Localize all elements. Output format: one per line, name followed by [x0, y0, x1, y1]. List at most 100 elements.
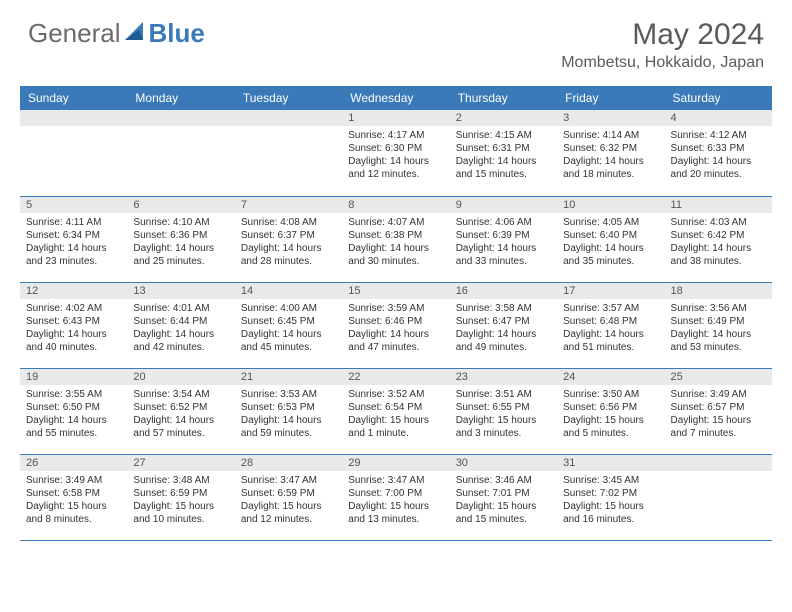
dayname-header: Sunday	[20, 86, 127, 110]
calendar-table: SundayMondayTuesdayWednesdayThursdayFrid…	[20, 86, 772, 541]
day-content: Sunrise: 3:58 AMSunset: 6:47 PMDaylight:…	[450, 299, 557, 358]
logo-sail-icon	[125, 22, 147, 47]
day-number: 29	[342, 455, 449, 471]
day-number	[127, 110, 234, 126]
calendar-day-cell: 9Sunrise: 4:06 AMSunset: 6:39 PMDaylight…	[450, 196, 557, 282]
calendar-day-cell: 18Sunrise: 3:56 AMSunset: 6:49 PMDayligh…	[665, 282, 772, 368]
day-content: Sunrise: 4:05 AMSunset: 6:40 PMDaylight:…	[557, 213, 664, 272]
day-number: 10	[557, 197, 664, 213]
day-content: Sunrise: 4:10 AMSunset: 6:36 PMDaylight:…	[127, 213, 234, 272]
day-content: Sunrise: 3:47 AMSunset: 6:59 PMDaylight:…	[235, 471, 342, 530]
calendar-day-cell: 4Sunrise: 4:12 AMSunset: 6:33 PMDaylight…	[665, 110, 772, 196]
calendar-day-cell: 15Sunrise: 3:59 AMSunset: 6:46 PMDayligh…	[342, 282, 449, 368]
calendar-day-cell: 29Sunrise: 3:47 AMSunset: 7:00 PMDayligh…	[342, 454, 449, 540]
day-number: 28	[235, 455, 342, 471]
day-number: 14	[235, 283, 342, 299]
day-number: 11	[665, 197, 772, 213]
day-number: 1	[342, 110, 449, 126]
day-number: 15	[342, 283, 449, 299]
calendar-day-cell: 11Sunrise: 4:03 AMSunset: 6:42 PMDayligh…	[665, 196, 772, 282]
day-number: 2	[450, 110, 557, 126]
day-number: 30	[450, 455, 557, 471]
day-number: 13	[127, 283, 234, 299]
day-content: Sunrise: 3:52 AMSunset: 6:54 PMDaylight:…	[342, 385, 449, 444]
day-number: 24	[557, 369, 664, 385]
day-content: Sunrise: 3:45 AMSunset: 7:02 PMDaylight:…	[557, 471, 664, 530]
calendar-week-row: 12Sunrise: 4:02 AMSunset: 6:43 PMDayligh…	[20, 282, 772, 368]
calendar-week-row: 26Sunrise: 3:49 AMSunset: 6:58 PMDayligh…	[20, 454, 772, 540]
logo: General Blue	[28, 18, 205, 49]
day-content: Sunrise: 4:15 AMSunset: 6:31 PMDaylight:…	[450, 126, 557, 185]
day-number: 20	[127, 369, 234, 385]
calendar-day-cell	[20, 110, 127, 196]
day-content: Sunrise: 3:49 AMSunset: 6:57 PMDaylight:…	[665, 385, 772, 444]
calendar-day-cell: 5Sunrise: 4:11 AMSunset: 6:34 PMDaylight…	[20, 196, 127, 282]
day-content: Sunrise: 3:49 AMSunset: 6:58 PMDaylight:…	[20, 471, 127, 530]
calendar-day-cell	[127, 110, 234, 196]
day-content: Sunrise: 4:07 AMSunset: 6:38 PMDaylight:…	[342, 213, 449, 272]
day-content: Sunrise: 3:54 AMSunset: 6:52 PMDaylight:…	[127, 385, 234, 444]
calendar-day-cell: 12Sunrise: 4:02 AMSunset: 6:43 PMDayligh…	[20, 282, 127, 368]
day-content: Sunrise: 4:08 AMSunset: 6:37 PMDaylight:…	[235, 213, 342, 272]
calendar-day-cell: 24Sunrise: 3:50 AMSunset: 6:56 PMDayligh…	[557, 368, 664, 454]
day-number: 22	[342, 369, 449, 385]
calendar-day-cell: 8Sunrise: 4:07 AMSunset: 6:38 PMDaylight…	[342, 196, 449, 282]
day-content: Sunrise: 3:51 AMSunset: 6:55 PMDaylight:…	[450, 385, 557, 444]
calendar-day-cell	[235, 110, 342, 196]
calendar-day-cell: 28Sunrise: 3:47 AMSunset: 6:59 PMDayligh…	[235, 454, 342, 540]
day-content: Sunrise: 3:57 AMSunset: 6:48 PMDaylight:…	[557, 299, 664, 358]
day-content: Sunrise: 3:46 AMSunset: 7:01 PMDaylight:…	[450, 471, 557, 530]
day-number: 9	[450, 197, 557, 213]
day-number: 31	[557, 455, 664, 471]
calendar-day-cell: 3Sunrise: 4:14 AMSunset: 6:32 PMDaylight…	[557, 110, 664, 196]
calendar-day-cell: 14Sunrise: 4:00 AMSunset: 6:45 PMDayligh…	[235, 282, 342, 368]
day-number: 4	[665, 110, 772, 126]
dayname-header: Monday	[127, 86, 234, 110]
dayname-header: Wednesday	[342, 86, 449, 110]
day-number: 18	[665, 283, 772, 299]
calendar-day-cell: 16Sunrise: 3:58 AMSunset: 6:47 PMDayligh…	[450, 282, 557, 368]
calendar-day-cell: 7Sunrise: 4:08 AMSunset: 6:37 PMDaylight…	[235, 196, 342, 282]
day-number: 17	[557, 283, 664, 299]
day-number: 27	[127, 455, 234, 471]
day-number: 16	[450, 283, 557, 299]
day-number: 26	[20, 455, 127, 471]
day-content: Sunrise: 4:02 AMSunset: 6:43 PMDaylight:…	[20, 299, 127, 358]
calendar-day-cell: 26Sunrise: 3:49 AMSunset: 6:58 PMDayligh…	[20, 454, 127, 540]
day-content: Sunrise: 3:53 AMSunset: 6:53 PMDaylight:…	[235, 385, 342, 444]
dayname-header: Friday	[557, 86, 664, 110]
day-number: 7	[235, 197, 342, 213]
calendar-day-cell: 17Sunrise: 3:57 AMSunset: 6:48 PMDayligh…	[557, 282, 664, 368]
day-content: Sunrise: 4:01 AMSunset: 6:44 PMDaylight:…	[127, 299, 234, 358]
calendar-day-cell: 31Sunrise: 3:45 AMSunset: 7:02 PMDayligh…	[557, 454, 664, 540]
header: General Blue May 2024 Mombetsu, Hokkaido…	[0, 0, 792, 80]
dayname-header: Tuesday	[235, 86, 342, 110]
day-content: Sunrise: 4:00 AMSunset: 6:45 PMDaylight:…	[235, 299, 342, 358]
day-number: 21	[235, 369, 342, 385]
day-content: Sunrise: 4:03 AMSunset: 6:42 PMDaylight:…	[665, 213, 772, 272]
calendar-day-cell: 27Sunrise: 3:48 AMSunset: 6:59 PMDayligh…	[127, 454, 234, 540]
calendar-day-cell: 30Sunrise: 3:46 AMSunset: 7:01 PMDayligh…	[450, 454, 557, 540]
day-number	[665, 455, 772, 471]
calendar-day-cell: 2Sunrise: 4:15 AMSunset: 6:31 PMDaylight…	[450, 110, 557, 196]
day-number: 3	[557, 110, 664, 126]
day-content: Sunrise: 4:12 AMSunset: 6:33 PMDaylight:…	[665, 126, 772, 185]
calendar-day-cell: 10Sunrise: 4:05 AMSunset: 6:40 PMDayligh…	[557, 196, 664, 282]
day-content: Sunrise: 3:55 AMSunset: 6:50 PMDaylight:…	[20, 385, 127, 444]
day-content: Sunrise: 4:06 AMSunset: 6:39 PMDaylight:…	[450, 213, 557, 272]
day-number: 5	[20, 197, 127, 213]
calendar-day-cell	[665, 454, 772, 540]
day-number: 19	[20, 369, 127, 385]
day-number	[20, 110, 127, 126]
day-content: Sunrise: 3:47 AMSunset: 7:00 PMDaylight:…	[342, 471, 449, 530]
calendar-week-row: 1Sunrise: 4:17 AMSunset: 6:30 PMDaylight…	[20, 110, 772, 196]
calendar-day-cell: 13Sunrise: 4:01 AMSunset: 6:44 PMDayligh…	[127, 282, 234, 368]
logo-text-general: General	[28, 18, 121, 49]
dayname-header: Thursday	[450, 86, 557, 110]
calendar-day-cell: 6Sunrise: 4:10 AMSunset: 6:36 PMDaylight…	[127, 196, 234, 282]
day-number: 25	[665, 369, 772, 385]
calendar-day-cell: 23Sunrise: 3:51 AMSunset: 6:55 PMDayligh…	[450, 368, 557, 454]
dayname-header: Saturday	[665, 86, 772, 110]
dayname-row: SundayMondayTuesdayWednesdayThursdayFrid…	[20, 86, 772, 110]
month-title: May 2024	[561, 18, 764, 52]
